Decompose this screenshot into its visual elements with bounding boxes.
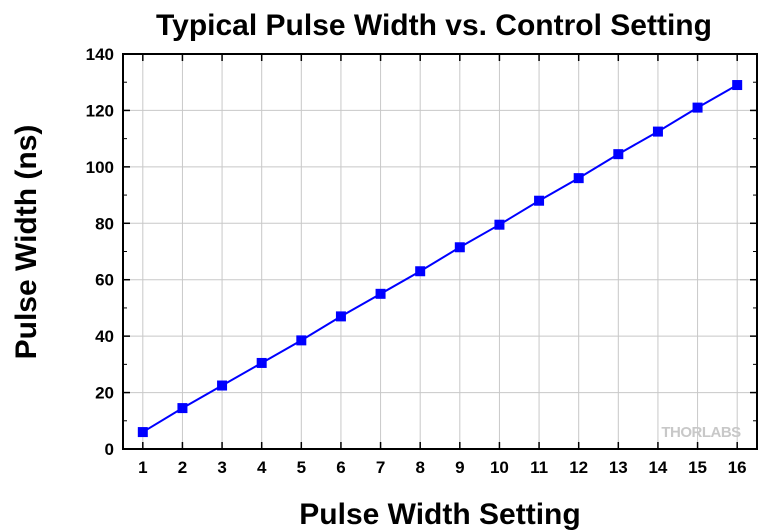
data-point xyxy=(454,242,465,253)
y-tick-labels: 0 20 40 60 80 100 120 140 xyxy=(86,45,114,459)
x-axis-label: Pulse Width Setting xyxy=(299,498,580,531)
x-tick-label: 12 xyxy=(569,458,588,477)
data-point xyxy=(494,219,505,230)
x-tick-labels: 1 2 3 4 5 6 7 8 9 10 11 12 13 14 15 16 xyxy=(138,458,747,477)
y-tick-label: 80 xyxy=(95,214,114,233)
y-tick-label: 20 xyxy=(95,384,114,403)
x-tick-label: 3 xyxy=(217,458,226,477)
x-tick-label: 8 xyxy=(415,458,424,477)
x-tick-label: 7 xyxy=(376,458,385,477)
data-point xyxy=(573,173,584,184)
x-tick-label: 16 xyxy=(728,458,747,477)
data-point xyxy=(375,288,386,299)
y-tick-label: 0 xyxy=(105,440,114,459)
data-point xyxy=(217,380,228,391)
data-point xyxy=(137,427,148,438)
x-tick-label: 2 xyxy=(178,458,187,477)
x-tick-label: 15 xyxy=(688,458,707,477)
data-point xyxy=(296,335,307,346)
data-point xyxy=(335,311,346,322)
data-point xyxy=(256,357,267,368)
data-point xyxy=(692,102,703,113)
data-series xyxy=(137,80,743,438)
data-point xyxy=(177,403,188,414)
x-tick-label: 5 xyxy=(297,458,306,477)
data-point xyxy=(652,126,663,137)
x-tick-label: 6 xyxy=(336,458,345,477)
data-point xyxy=(613,149,624,160)
x-tick-label: 10 xyxy=(490,458,509,477)
x-tick-label: 13 xyxy=(609,458,628,477)
y-tick-label: 100 xyxy=(86,158,114,177)
x-tick-label: 4 xyxy=(257,458,267,477)
data-point xyxy=(415,266,426,277)
data-point xyxy=(534,195,545,206)
x-tick-label: 9 xyxy=(455,458,464,477)
axis-ticks xyxy=(123,53,757,450)
y-tick-label: 140 xyxy=(86,45,114,64)
x-tick-label: 11 xyxy=(530,458,548,477)
watermark-logo: THORLABS xyxy=(661,424,741,441)
x-tick-label: 14 xyxy=(648,458,667,477)
x-tick-label: 1 xyxy=(138,458,147,477)
chart-title: Typical Pulse Width vs. Control Setting xyxy=(156,9,712,42)
y-tick-label: 60 xyxy=(95,271,114,290)
grid xyxy=(123,53,757,450)
y-axis-label: Pulse Width (ns) xyxy=(10,125,43,360)
y-tick-label: 40 xyxy=(95,327,114,346)
y-tick-label: 120 xyxy=(86,101,114,120)
data-point xyxy=(732,80,743,91)
series-line xyxy=(142,84,738,433)
